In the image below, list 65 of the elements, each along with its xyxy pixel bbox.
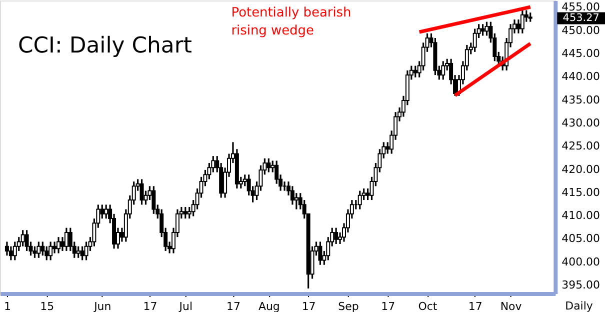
candlestick [441,60,446,80]
candlestick [294,192,298,210]
candlestick [36,240,41,259]
candlestick [528,12,532,23]
candlestick [4,240,9,256]
candlestick [290,185,294,206]
text: Daily [565,299,594,312]
candlestick [48,240,53,262]
y-tick-label: 405.00 [562,232,600,246]
candlestick [104,204,108,220]
y-tick-label: 455.00 [562,0,600,14]
y-tick-label: 415.00 [562,186,600,199]
candlestick [520,9,524,34]
candlestick [140,178,144,206]
candlestick [40,240,45,256]
text: 453.27 [562,12,600,24]
y-tick-label: 400.00 [562,255,600,268]
candlestick [266,158,271,174]
candlestick [44,246,49,262]
candlestick [516,18,520,34]
y-tick-label: 410.00 [562,209,600,222]
candlestick [76,246,80,259]
candlestick [84,240,88,262]
candlestick [52,240,57,254]
y-tick-label: 450.00 [562,24,600,37]
x-tick-label: Jun [93,300,112,313]
candlestick [8,246,13,262]
candlestick [24,229,29,252]
text: CCI: Daily Chart [18,33,192,58]
candlestick [12,240,17,262]
x-tick-label: Aug [258,300,280,313]
candlestick [80,246,84,262]
x-tick-label: Jul [178,300,192,313]
candlestick [64,227,68,252]
y-tick-label: 440.00 [562,70,600,84]
candlestick [32,246,37,259]
x-tick-label: 17 [302,300,316,313]
candlestick [100,204,104,220]
y-tick-label: 435.00 [562,93,600,106]
x-tick-label: Oct [418,300,438,313]
candlestick [484,21,489,36]
candlestick [60,236,64,252]
candlestick [20,229,25,248]
candlestick [334,227,338,245]
y-tick-label: 420.00 [562,162,600,176]
candlestick [472,28,477,53]
x-tick-label: Sep [338,300,359,313]
x-tick-label: 17 [143,300,158,313]
candlestick [318,240,322,266]
annotation: Potentially bearish rising wedge [231,5,352,38]
x-tick-label: 1 [4,300,11,313]
candlestick [358,190,362,210]
candlestick [152,185,156,215]
y-tick-label: 445.00 [562,47,600,60]
x-tick-label: 17 [468,300,482,313]
candlestick [413,64,418,78]
y-tick-label: 395.00 [562,278,600,292]
x-tick-label: 15 [40,300,54,313]
y-tick-label: 425.00 [562,140,600,153]
x-tick-label: 17 [226,300,240,313]
x-tick-label: Nov [500,300,522,313]
candlestick [183,206,188,220]
y-tick-label: 430.00 [562,116,600,130]
candlestick [56,236,61,254]
x-tick-label: 17 [381,300,396,313]
